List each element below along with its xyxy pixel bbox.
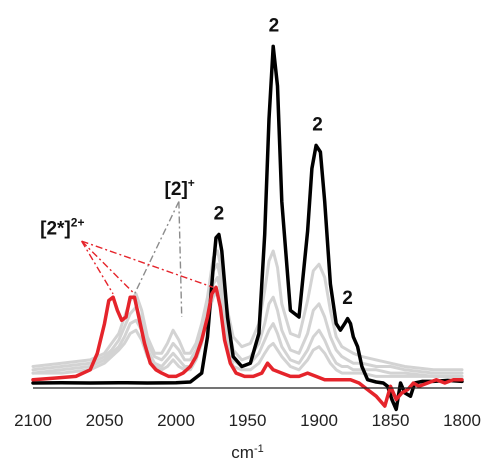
x-tick-label: 1800 (443, 411, 481, 430)
annotation-leader-line (81, 240, 214, 288)
peak-label: 2 (342, 288, 353, 309)
x-tick-label: 2000 (157, 411, 195, 430)
x-tick-labels: 2100 2050 2000 1950 1900 1850 1800 (14, 411, 481, 430)
x-axis-unit: cm (231, 443, 254, 462)
annotation-label-cation: [2]+ (165, 176, 195, 200)
x-tick-label: 1950 (229, 411, 267, 430)
x-tick-label: 2100 (14, 411, 52, 430)
x-tick-label: 2050 (86, 411, 124, 430)
annotation-label-dication: [2*]2+ (40, 216, 84, 240)
annotation-leader-line (81, 240, 136, 295)
x-axis-label: cm-1 (231, 443, 263, 462)
series-line-1 (31, 249, 464, 372)
x-tick-label: 1900 (300, 411, 338, 430)
x-tick-label: 1850 (372, 411, 410, 430)
peak-label: 2 (269, 16, 280, 37)
annotation-leader-line (81, 240, 114, 295)
x-axis-unit-exponent: -1 (254, 443, 264, 455)
series-line-3 (31, 275, 464, 378)
peak-label: 2 (312, 115, 323, 136)
annotation-leader-line (178, 201, 183, 318)
series-layer (31, 44, 464, 412)
peak-label: 2 (214, 204, 225, 225)
series-line-0 (31, 44, 464, 412)
species-annotations: [2]+ [2*]2+ (40, 176, 195, 240)
annotation-leaders (81, 201, 214, 318)
annotation-leader-line (133, 201, 180, 295)
peak-labels: 2 2 2 2 (214, 16, 353, 309)
